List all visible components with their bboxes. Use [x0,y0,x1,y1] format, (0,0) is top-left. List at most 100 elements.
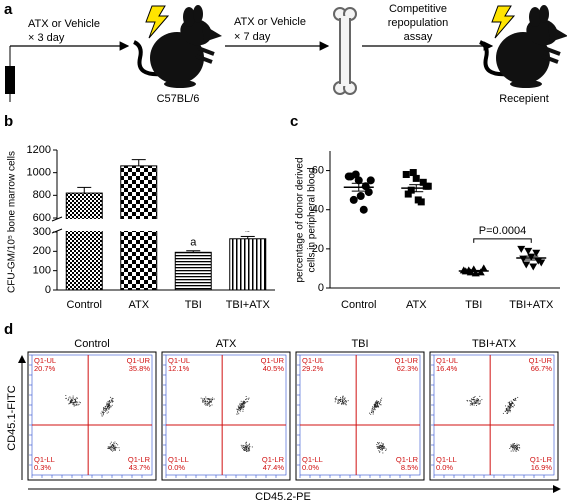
event-dot [370,413,372,415]
event-dot [111,447,113,448]
event-dot [480,400,481,402]
quadrant-percent: 0.0% [168,463,185,472]
event-dot [376,406,378,408]
event-dot [472,397,474,399]
event-dot [382,446,384,448]
event-dot [112,400,114,402]
event-dot [383,443,384,445]
event-dot [243,401,245,403]
event-dot [113,445,115,447]
step-text: Competitive [389,3,447,15]
event-dot [470,398,472,400]
event-dot [103,412,104,414]
event-dot [379,451,381,453]
y-tick-label: 200 [33,245,51,257]
event-dot [510,406,512,408]
event-dot [475,401,477,403]
event-dot [249,447,251,449]
event-dot [477,398,479,400]
event-dot [208,399,210,401]
event-dot [104,408,106,410]
event-dot [78,403,80,405]
event-dot [376,402,377,404]
event-dot [238,410,240,411]
event-dot [116,443,118,445]
quadrant-name: Q1-UR [529,356,553,365]
event-dot [208,398,210,400]
event-dot [243,449,245,450]
event-dot [517,448,519,450]
event-dot [73,405,75,407]
event-dot [72,397,74,399]
event-dot [209,405,211,407]
event-dot [209,399,211,401]
event-dot [372,406,374,408]
event-dot [475,402,477,404]
event-dot [106,408,108,409]
panel-label: b [4,113,13,130]
event-dot [341,400,343,402]
event-dot [242,403,243,405]
event-dot [205,404,207,406]
event-dot [337,399,339,401]
event-dot [380,444,382,446]
quadrant-name: Q1-UL [168,356,190,365]
event-dot [205,404,207,406]
quadrant-percent: 43.7% [129,463,151,472]
y-tick-label: 20 [312,243,324,255]
event-dot [73,397,74,399]
event-dot [473,396,475,398]
event-dot [241,406,243,408]
event-dot [108,400,110,402]
y-tick-label: 800 [33,189,51,201]
event-dot [114,445,116,447]
event-dot [378,443,380,445]
event-dot [478,403,480,404]
event-dot [202,401,203,403]
event-dot [76,397,78,399]
event-dot [242,405,244,407]
event-dot [382,446,384,448]
event-dot [376,402,378,404]
data-point [346,172,355,181]
event-dot [383,446,385,447]
event-dot [340,401,341,402]
event-dot [74,401,76,403]
event-dot [110,441,112,443]
event-dot [514,445,516,447]
event-dot [341,403,343,405]
event-dot [377,403,379,405]
event-dot [111,449,113,451]
event-dot [108,411,110,413]
event-dot [112,448,114,450]
quadrant-percent: 8.5% [401,463,418,472]
event-dot [518,444,520,446]
event-dot [114,449,116,451]
data-point [517,245,526,253]
event-dot [107,404,109,406]
event-dot [239,404,241,406]
event-dot [74,399,75,400]
event-dot [76,403,78,405]
event-dot [200,397,202,399]
event-dot [474,401,476,403]
plot-title: TBI+ATX [472,338,517,350]
event-dot [107,406,109,408]
event-dot [509,407,511,409]
event-dot [244,401,246,403]
quadrant-name: Q1-LR [396,455,419,464]
event-dot [67,399,69,401]
event-dot [376,403,377,404]
event-dot [510,450,512,452]
event-dot [68,403,70,405]
event-dot [473,404,475,406]
event-dot [109,396,111,398]
event-dot [243,406,244,408]
event-dot [243,407,245,409]
event-dot [508,407,510,409]
event-dot [67,398,69,400]
event-dot [470,401,472,403]
event-dot [344,398,346,400]
event-dot [466,399,468,401]
quadrant-name: Q1-UR [261,356,285,365]
